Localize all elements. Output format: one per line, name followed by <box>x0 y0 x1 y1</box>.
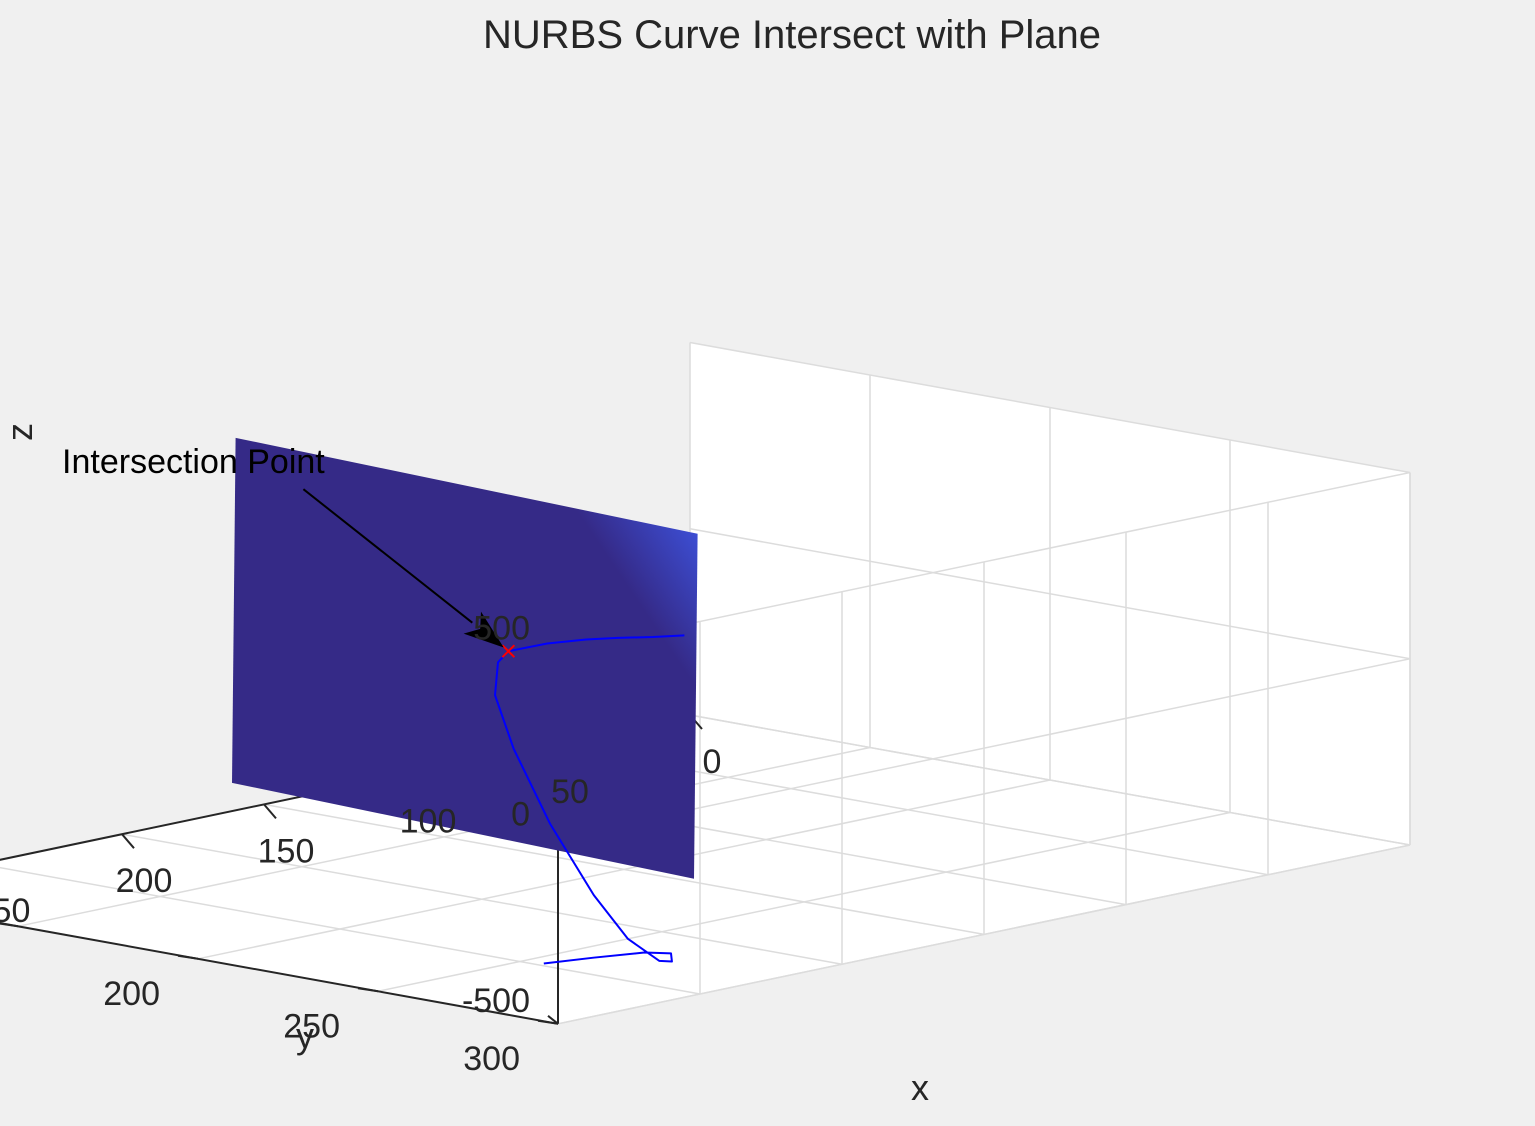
tick-mark <box>537 1019 559 1025</box>
tick-label: -500 <box>462 982 530 1020</box>
plot-area: Intersection Point <box>62 437 698 965</box>
grid-line <box>689 528 1411 660</box>
chart-title: NURBS Curve Intersect with Plane <box>483 13 1101 57</box>
grid-line <box>557 658 1411 839</box>
x-axis-label: x <box>911 1067 929 1108</box>
z-axis-label: z <box>0 423 40 441</box>
grid-line <box>689 341 1411 474</box>
tick-label: 500 <box>473 609 530 647</box>
tick-mark <box>0 922 19 928</box>
annotation-text: Intersection Point <box>62 443 325 481</box>
tick-label: 200 <box>103 975 160 1013</box>
intersection-marker <box>501 644 516 658</box>
tick-label: 250 <box>0 892 30 930</box>
nurbs-curve <box>494 634 685 965</box>
tick-label: 0 <box>511 796 530 834</box>
tick-mark <box>547 1015 559 1025</box>
annotation-arrowhead <box>463 611 504 648</box>
tick-label: 250 <box>283 1007 340 1045</box>
grid-line <box>689 714 1411 846</box>
tick-mark <box>121 833 135 849</box>
annotation-arrow-line <box>302 488 473 624</box>
grid-line <box>557 471 1411 653</box>
grid-line <box>377 811 1231 993</box>
tick-label: 300 <box>463 1040 520 1078</box>
tick-label: 100 <box>400 803 457 841</box>
tick-labels: 050100150200250300100150200250300-500050… <box>0 609 721 1078</box>
grid-line <box>17 746 871 928</box>
tick-mark <box>263 803 277 820</box>
tick-label: 200 <box>116 862 173 900</box>
tick-label: 0 <box>703 743 722 781</box>
tick-label: 150 <box>258 832 315 870</box>
grid-lines <box>0 341 1411 1025</box>
intersecting-plane <box>232 437 698 879</box>
tick-label: 50 <box>551 773 589 811</box>
grid-line <box>557 844 1411 1025</box>
tick-mark <box>357 987 379 993</box>
grid-line <box>197 779 1051 960</box>
tick-mark <box>177 954 199 960</box>
y-axis-label: y <box>296 1015 314 1056</box>
marker-stroke <box>501 644 516 658</box>
